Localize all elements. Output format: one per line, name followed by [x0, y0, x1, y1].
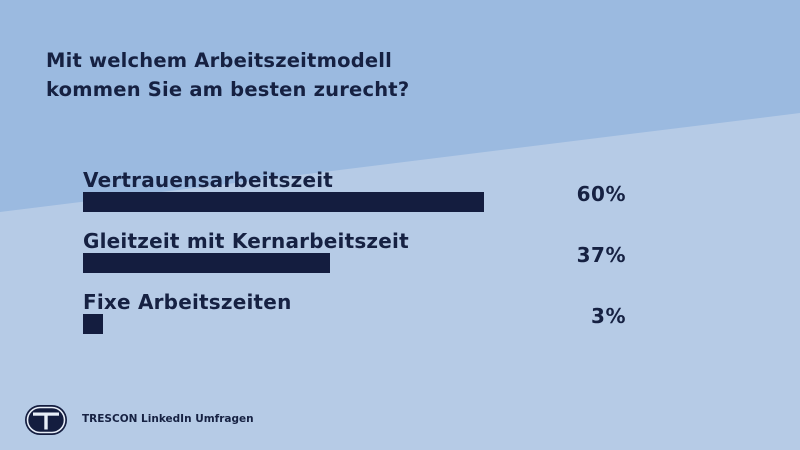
bar-label: Vertrauensarbeitszeit	[83, 168, 334, 192]
bar	[83, 253, 331, 273]
bar-value-label: 60%	[576, 182, 626, 206]
bar-label: Gleitzeit mit Kernarbeitszeit	[83, 229, 409, 253]
bar-label: Fixe Arbeitszeiten	[83, 290, 292, 314]
bar-row: Fixe Arbeitszeiten 3%	[83, 290, 643, 350]
bar	[83, 314, 104, 334]
poll-question: Mit welchem Arbeitszeitmodell kommen Sie…	[46, 46, 409, 104]
background-diagonal-band	[0, 0, 800, 212]
bar-row: Vertrauensarbeitszeit 60%	[83, 168, 643, 228]
bar	[83, 192, 484, 212]
bar-row: Gleitzeit mit Kernarbeitszeit 37%	[83, 229, 643, 289]
footer-label: TRESCON LinkedIn Umfragen	[82, 413, 254, 425]
bar-value-label: 37%	[576, 243, 626, 267]
bar-value-label: 3%	[591, 304, 626, 328]
poll-question-line-1: Mit welchem Arbeitszeitmodell	[46, 49, 393, 72]
poll-question-line-2: kommen Sie am besten zurecht?	[46, 78, 410, 101]
trescon-logo-icon	[25, 405, 67, 435]
